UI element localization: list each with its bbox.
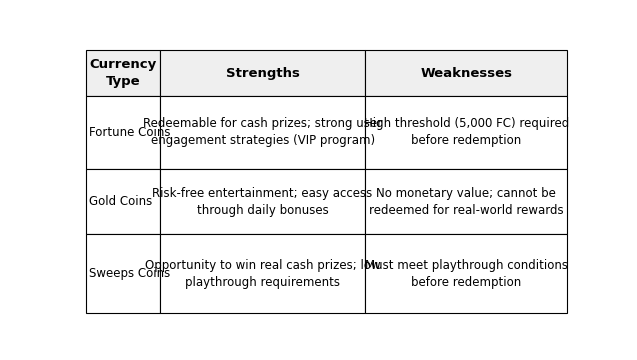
Bar xyxy=(85,96,161,168)
Text: Currency
Type: Currency Type xyxy=(89,58,157,88)
Text: Opportunity to win real cash prizes; low
playthrough requirements: Opportunity to win real cash prizes; low… xyxy=(145,259,380,289)
Text: Must meet playthrough conditions
before redemption: Must meet playthrough conditions before … xyxy=(365,259,568,289)
Bar xyxy=(365,96,568,168)
Bar xyxy=(365,50,568,96)
Bar xyxy=(161,96,365,168)
Text: Gold Coins: Gold Coins xyxy=(89,195,153,208)
Text: Risk-free entertainment; easy access
through daily bonuses: Risk-free entertainment; easy access thr… xyxy=(152,186,373,217)
Bar xyxy=(85,234,161,314)
Bar xyxy=(161,168,365,234)
Bar xyxy=(365,168,568,234)
Bar xyxy=(161,234,365,314)
Bar xyxy=(85,168,161,234)
Text: High threshold (5,000 FC) required
before redemption: High threshold (5,000 FC) required befor… xyxy=(364,117,569,148)
Text: Weaknesses: Weaknesses xyxy=(420,67,512,80)
Text: Strengths: Strengths xyxy=(225,67,299,80)
Bar xyxy=(161,50,365,96)
Bar xyxy=(365,234,568,314)
Text: No monetary value; cannot be
redeemed for real-world rewards: No monetary value; cannot be redeemed fo… xyxy=(369,186,564,217)
Bar xyxy=(85,50,161,96)
Text: Sweeps Coins: Sweeps Coins xyxy=(89,267,171,280)
Text: Redeemable for cash prizes; strong user
engagement strategies (VIP program): Redeemable for cash prizes; strong user … xyxy=(143,117,382,148)
Text: Fortune Coins: Fortune Coins xyxy=(89,126,171,139)
